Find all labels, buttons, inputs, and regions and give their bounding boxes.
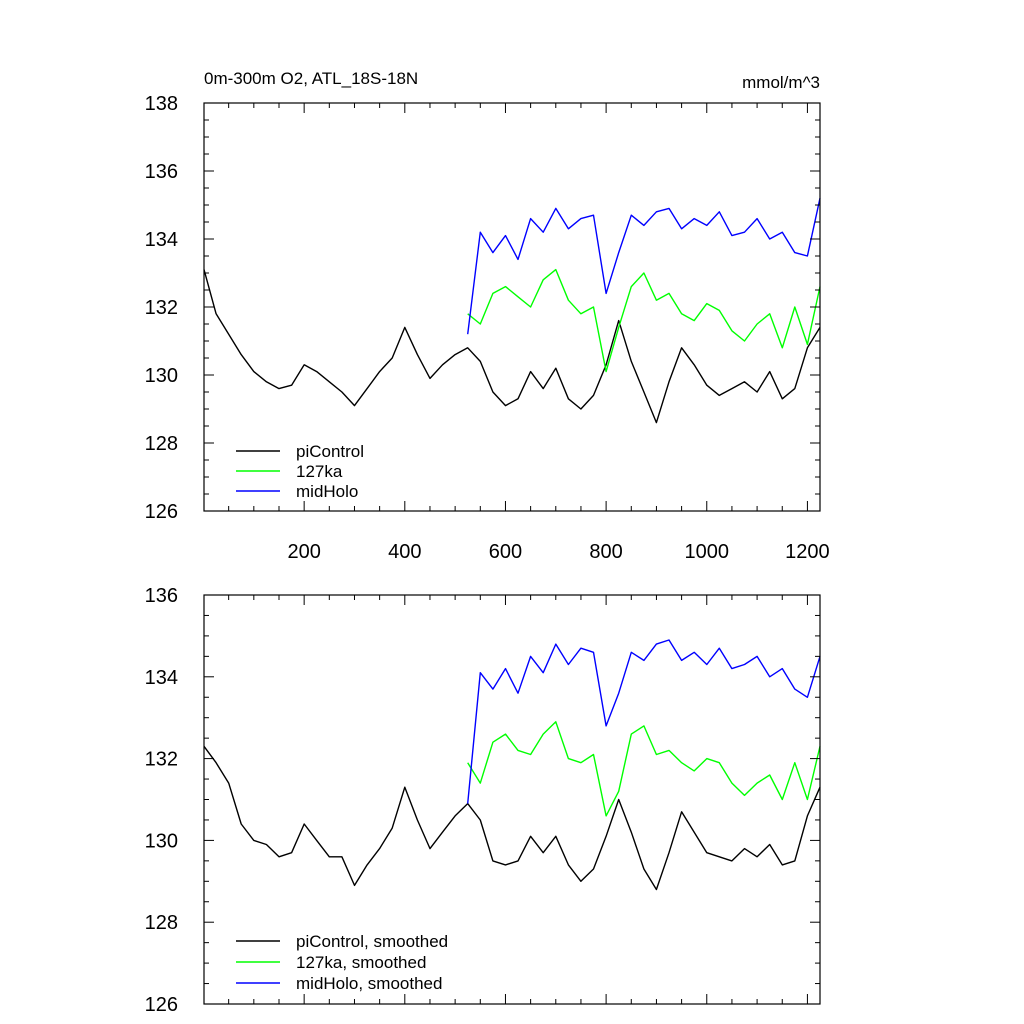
series-line-midholo-smoothed xyxy=(467,639,821,804)
series-group xyxy=(203,198,821,424)
x-tick-label: 600 xyxy=(489,541,522,563)
series-line-127ka xyxy=(467,268,821,373)
y-tick-label: 132 xyxy=(145,297,178,319)
y-tick-label: 130 xyxy=(145,365,178,387)
y-tick-label: 134 xyxy=(145,667,178,689)
units-label: mmol/m^3 xyxy=(742,73,820,92)
y-tick-label: 132 xyxy=(145,749,178,771)
y-tick-label: 136 xyxy=(145,585,178,607)
y-tick-label: 126 xyxy=(145,501,178,523)
legend-label: midHolo, smoothed xyxy=(296,974,442,993)
y-tick-label: 128 xyxy=(145,912,178,934)
legend-label: midHolo xyxy=(296,482,358,501)
chart-title: 0m-300m O2, ATL_18S-18N xyxy=(204,69,418,88)
x-tick-label: 1000 xyxy=(685,541,730,563)
axis-ticks xyxy=(204,594,820,1005)
bottom-panel: 126 128 130 132 134 136 piControl, smoothed 127… xyxy=(145,585,821,1016)
series-line-127ka-smoothed xyxy=(467,721,821,817)
series-group xyxy=(203,639,821,891)
x-tick-label: 400 xyxy=(388,541,421,563)
series-line-picontrol xyxy=(203,269,821,424)
legend-label: 127ka xyxy=(296,462,343,481)
axis-ticks xyxy=(204,102,820,512)
x-tick-label: 200 xyxy=(287,541,320,563)
y-tick-label: 128 xyxy=(145,433,178,455)
y-tick-label: 126 xyxy=(145,994,178,1016)
x-tick-label: 1200 xyxy=(785,541,830,563)
series-line-picontrol-smoothed xyxy=(203,745,821,891)
legend: piControl, smoothed 127ka, smoothed midHol… xyxy=(236,932,448,993)
y-tick-label: 138 xyxy=(145,93,178,115)
series-line-midholo xyxy=(467,198,821,335)
y-tick-label: 130 xyxy=(145,830,178,852)
y-tick-label: 134 xyxy=(145,229,178,251)
legend-label: piControl xyxy=(296,442,364,461)
legend-label: 127ka, smoothed xyxy=(296,953,426,972)
x-tick-label: 800 xyxy=(589,541,622,563)
top-panel: 126 128 130 132 134 136 138 200 400 600 800 1000 120… xyxy=(145,69,830,563)
y-tick-label: 136 xyxy=(145,161,178,183)
legend-label: piControl, smoothed xyxy=(296,932,448,951)
